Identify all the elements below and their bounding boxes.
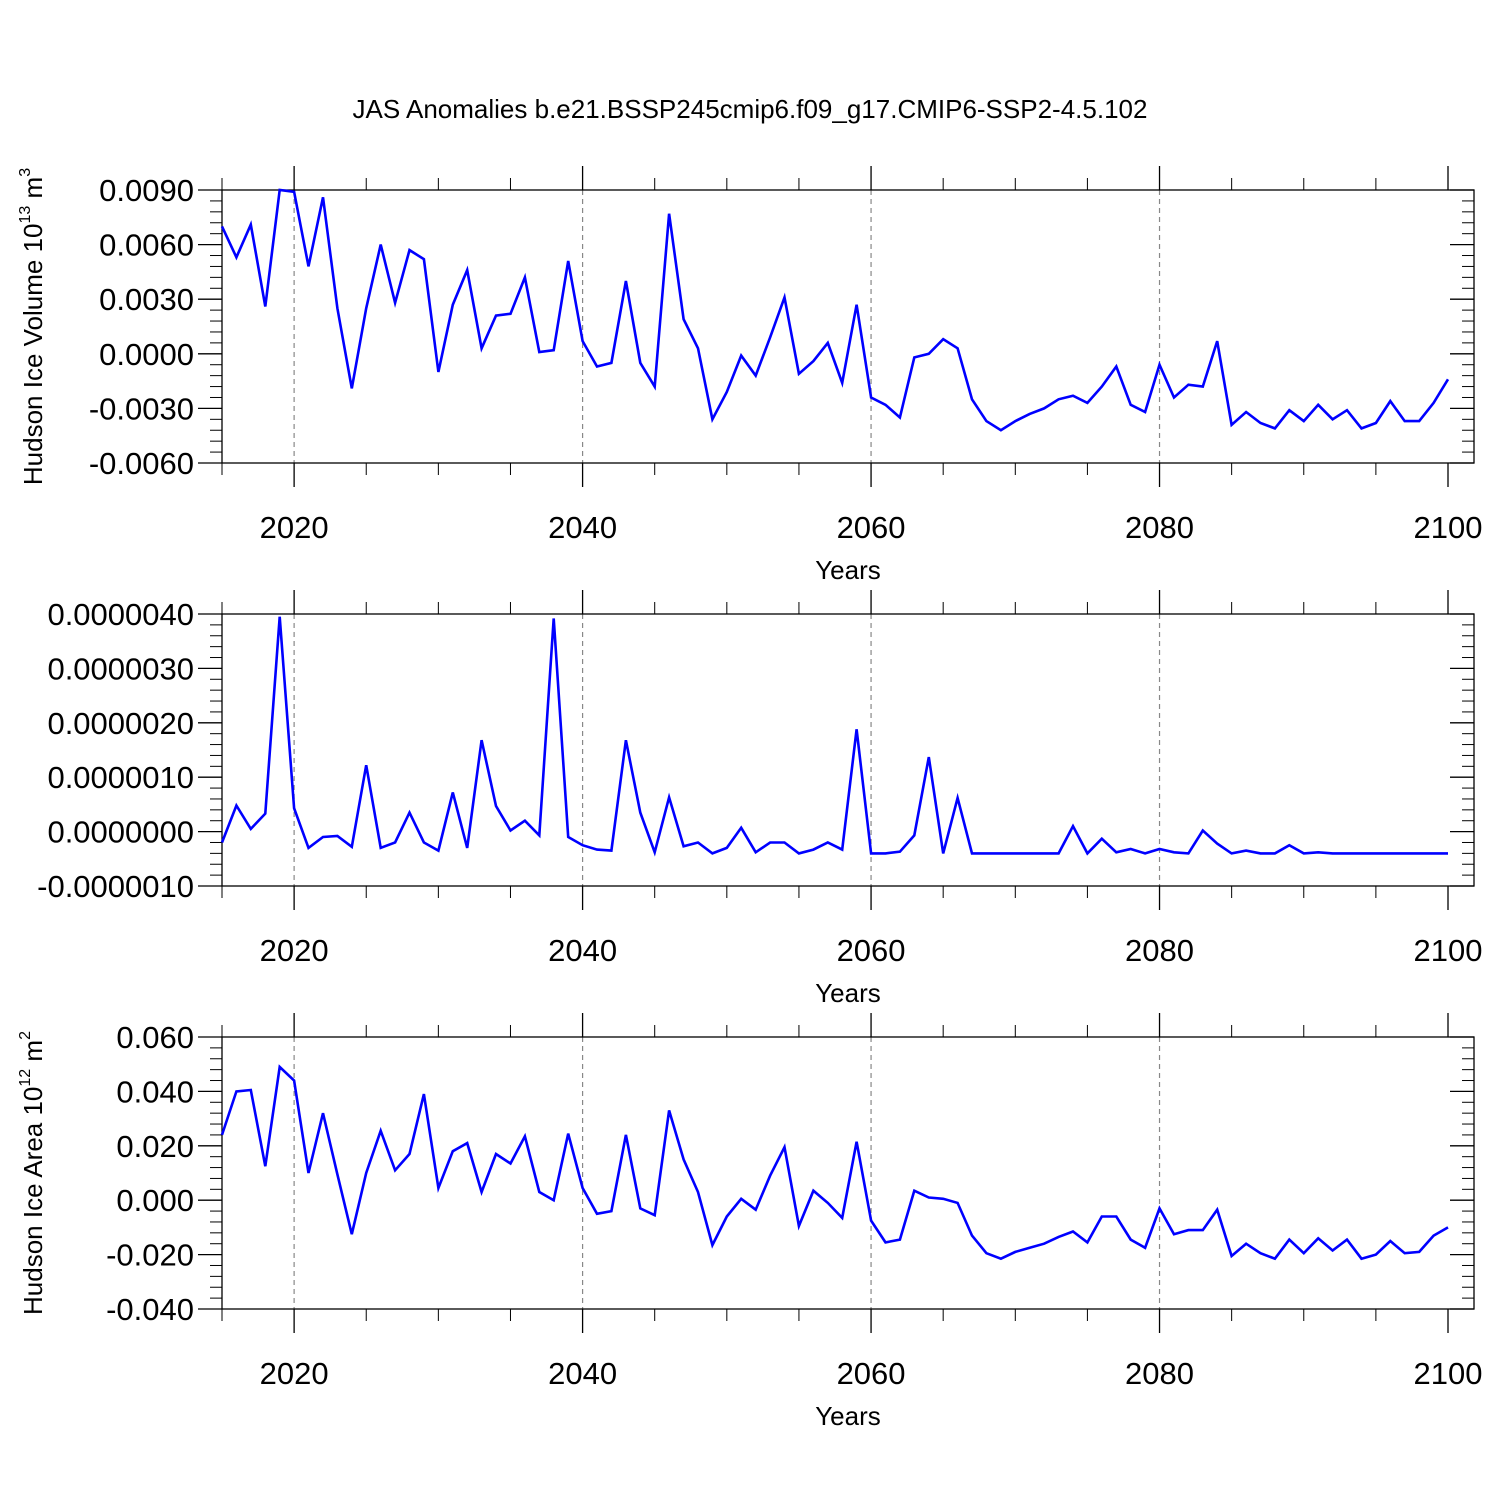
y-tick-label: -0.040: [106, 1292, 194, 1327]
y-tick-label: -0.0000010: [37, 869, 194, 904]
y-tick-label: 0.060: [116, 1020, 194, 1055]
y-tick-label: 0.0060: [99, 228, 194, 263]
x-tick-label: 2080: [1125, 510, 1194, 545]
y-tick-label: 0.000: [116, 1183, 194, 1218]
x-axis-label: Years: [815, 978, 881, 1008]
plot-frame: [221, 1036, 1475, 1310]
y-tick-label: 0.0000040: [47, 597, 194, 632]
y-tick-label: -0.0060: [89, 446, 194, 481]
series-line: [220, 188, 1450, 432]
x-tick-label: 2020: [260, 933, 329, 968]
chart-panels: -0.0060 -0.0030 0.0000 0.0030 0.0060 0.0090 20…: [17, 166, 1482, 1431]
y-tick-label: -0.020: [106, 1238, 194, 1273]
x-tick-label: 2060: [837, 933, 906, 968]
x-tick-label: 2020: [260, 510, 329, 545]
x-tick-label: 2080: [1125, 1356, 1194, 1391]
y-tick-label: 0.020: [116, 1129, 194, 1164]
x-axis-label: Years: [815, 1401, 881, 1431]
x-tick-label: 2040: [548, 933, 617, 968]
chart-title: JAS Anomalies b.e21.BSSP245cmip6.f09_g17…: [353, 94, 1148, 124]
y-tick-label: -0.0030: [89, 391, 194, 426]
x-tick-label: 2040: [548, 1356, 617, 1391]
x-tick-label: 2060: [837, 1356, 906, 1391]
x-tick-label: 2020: [260, 1356, 329, 1391]
x-tick-label: 2060: [837, 510, 906, 545]
panel-3: -0.040 -0.020 0.000 0.020 0.040 0.060 2020 2040…: [17, 1013, 1482, 1431]
plot-frame: [221, 613, 1475, 887]
panel-1: -0.0060 -0.0030 0.0000 0.0030 0.0060 0.0090 20…: [17, 166, 1482, 585]
x-tick-label: 2100: [1414, 1356, 1483, 1391]
y-tick-label: 0.0030: [99, 282, 194, 317]
x-tick-label: 2100: [1414, 510, 1483, 545]
y-tick-label: 0.0000030: [47, 651, 194, 686]
x-tick-label: 2080: [1125, 933, 1194, 968]
y-tick-label: 0.0000: [99, 337, 194, 372]
y-tick-label: 0.0000020: [47, 706, 194, 741]
x-tick-label: 2100: [1414, 933, 1483, 968]
y-tick-label: 0.0000000: [47, 815, 194, 850]
x-tick-label: 2040: [548, 510, 617, 545]
x-axis-label: Years: [815, 555, 881, 585]
series-line: [220, 616, 1448, 857]
panel-2: -0.0000010 0.0000000 0.0000010 0.0000020 0.0…: [37, 590, 1482, 1008]
series-line: [220, 1064, 1449, 1261]
y-axis-label: Hudson Ice Volume 1013 m3: [17, 168, 48, 485]
y-tick-label: 0.0090: [99, 173, 194, 208]
y-tick-label: 0.0000010: [47, 760, 194, 795]
plot-frame: [221, 189, 1475, 464]
y-tick-label: 0.040: [116, 1074, 194, 1109]
y-axis-label: Hudson Ice Area 1012 m2: [17, 1031, 48, 1315]
